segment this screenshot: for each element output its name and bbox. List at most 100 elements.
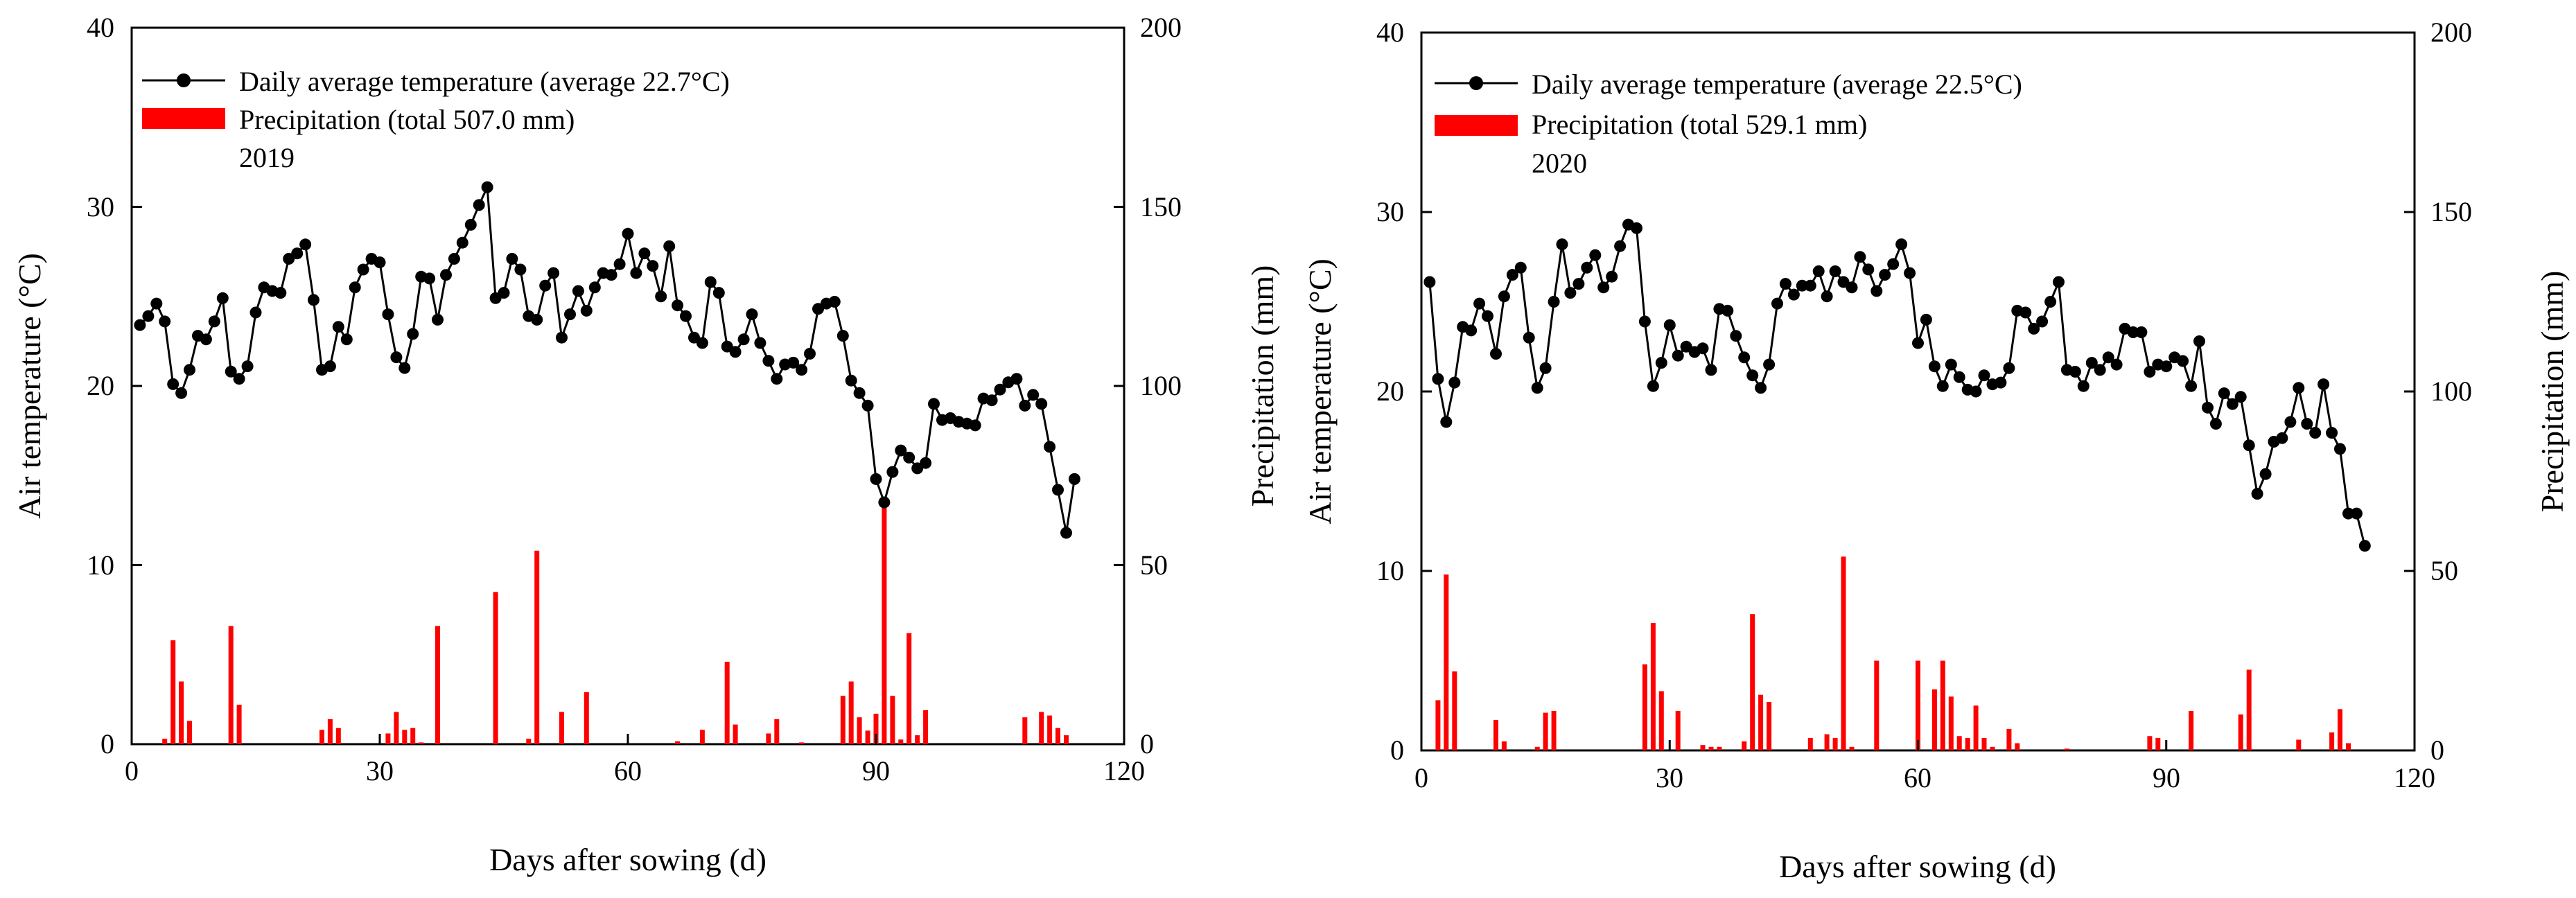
temperature-point (2358, 540, 2371, 552)
temperature-point (398, 362, 411, 374)
temperature-point (2085, 357, 2098, 369)
ytick-left-label: 0 (100, 728, 114, 759)
temperature-point (2019, 306, 2032, 319)
xtick-label: 120 (1103, 755, 1145, 786)
temperature-point (2127, 326, 2139, 338)
temperature-point (564, 308, 576, 321)
temperature-point (903, 451, 915, 464)
temperature-point (142, 310, 155, 322)
precipitation-bar (1807, 737, 1813, 750)
precipitation-bar (534, 550, 540, 744)
precipitation-bar (2147, 736, 2153, 750)
temperature-point (1928, 360, 1940, 373)
precipitation-bar (2346, 743, 2351, 750)
temperature-point (1862, 263, 1875, 276)
temperature-point (1631, 222, 1642, 234)
xtick-label: 120 (2394, 762, 2435, 793)
temperature-point (796, 364, 808, 376)
precipitation-bar (1767, 702, 1772, 750)
ytick-left-label: 10 (87, 549, 114, 581)
xtick-label: 0 (1414, 762, 1428, 793)
chart-marks (134, 181, 1080, 744)
precipitation-bar (162, 739, 168, 744)
panel-2020: Daily average temperature (average 22.5°… (1302, 17, 2570, 884)
temperature-point (1970, 385, 1982, 398)
temperature-point (622, 227, 634, 240)
precipitation-bar (1543, 712, 1548, 750)
precipitation-bar (493, 592, 498, 744)
temperature-point (1556, 238, 1568, 251)
temperature-point (299, 238, 312, 251)
temperature-point (1829, 265, 1841, 277)
temperature-point (1044, 441, 1056, 453)
temperature-point (1548, 296, 1560, 308)
temperature-point (647, 260, 659, 272)
precipitation-bar (1642, 664, 1647, 750)
temperature-point (1771, 297, 1783, 310)
precipitation-bar (402, 730, 408, 744)
precipitation-bar (1742, 741, 1747, 750)
temperature-point (1638, 315, 1651, 328)
temperature-point (2077, 380, 2089, 392)
temperature-point (1796, 279, 1808, 292)
temperature-point (1812, 265, 1825, 277)
temperature-point (440, 269, 452, 281)
temperature-point (2144, 366, 2156, 378)
ytick-left-label: 40 (1376, 17, 1404, 48)
temperature-point (1821, 290, 1833, 303)
precipitation-bar (2329, 732, 2335, 750)
temperature-point (2202, 401, 2214, 414)
xtick-label: 30 (366, 755, 394, 786)
precipitation-bar (1047, 715, 1053, 744)
temperature-point (771, 373, 783, 385)
plot-frame (1420, 31, 2416, 752)
precipitation-bar (724, 662, 730, 744)
precipitation-bar (410, 728, 416, 744)
temperature-point (1655, 357, 1667, 369)
precipitation-bar (2296, 739, 2302, 750)
temperature-point (895, 444, 907, 457)
plot-frame (130, 26, 1125, 746)
precipitation-bar (1501, 741, 1507, 750)
temperature-point (1904, 267, 1916, 279)
temperature-line (1428, 223, 2366, 547)
temperature-point (1589, 249, 1602, 261)
precipitation-bar (1990, 746, 1995, 750)
ytick-right-label: 50 (2430, 555, 2458, 586)
temperature-point (407, 328, 419, 340)
temperature-point (291, 247, 304, 260)
temperature-point (1523, 331, 1535, 344)
precipitation-bar (2189, 711, 2194, 750)
temperature-point (836, 330, 849, 342)
precipitation-bar (526, 739, 532, 744)
temperature-point (208, 315, 220, 328)
temperature-point (1448, 376, 1461, 389)
temperature-point (2243, 439, 2255, 452)
precipitation-bar (1452, 671, 1457, 750)
precipitation-bar (327, 719, 333, 744)
precipitation-bar (419, 742, 424, 744)
temperature-point (1895, 238, 1908, 251)
precipitation-bar (1841, 556, 1846, 750)
precipitation-bar (236, 705, 242, 744)
precipitation-bar (1758, 694, 1764, 750)
xtick-label: 90 (862, 755, 890, 786)
legend-temperature-marker (1469, 76, 1483, 90)
temperature-point (663, 240, 676, 252)
temperature-point (274, 287, 287, 299)
precipitation-bar (1658, 691, 1664, 750)
temperature-point (175, 387, 188, 399)
xtick-label: 0 (125, 755, 139, 786)
ytick-left-label: 10 (1376, 555, 1404, 586)
precipitation-bar (584, 692, 589, 744)
temperature-point (2309, 427, 2322, 439)
precipitation-bar (1824, 734, 1830, 750)
temperature-point (1514, 261, 1527, 274)
temperature-point (1572, 278, 1585, 290)
temperature-point (1697, 342, 1709, 355)
temperature-point (1432, 373, 1444, 385)
xtick-label: 90 (2153, 762, 2180, 793)
precipitation-bar (228, 626, 234, 744)
